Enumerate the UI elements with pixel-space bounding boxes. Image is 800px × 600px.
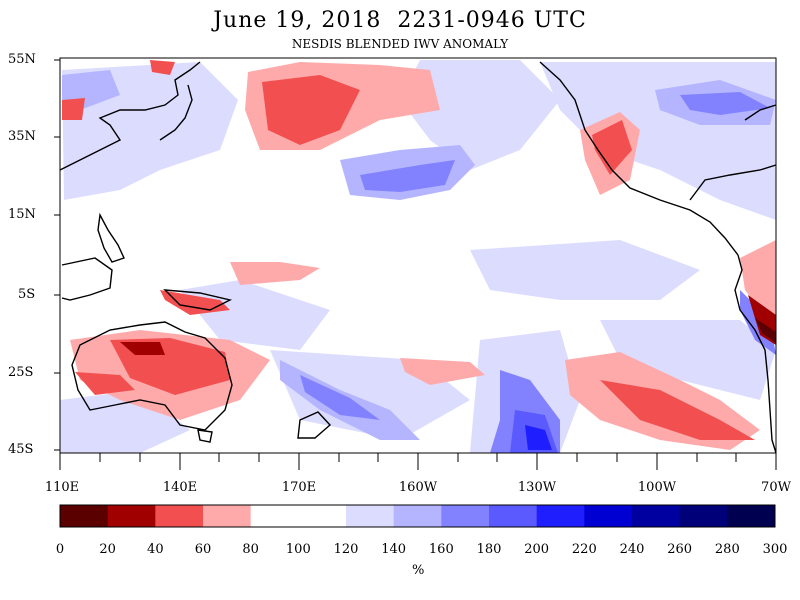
chart-subtitle: NESDIS BLENDED IWV ANOMALY — [291, 37, 509, 51]
colorbar-cell — [727, 505, 776, 527]
lat-label-15n: 15N — [8, 207, 36, 222]
tasmania-coastline — [197, 429, 213, 443]
lat-label-55n: 55N — [8, 52, 36, 67]
lon-label-100w: 100W — [637, 480, 677, 495]
colorbar-cell — [203, 505, 252, 527]
colorbar-tick-label: 180 — [476, 542, 502, 557]
new-zealand-coastline — [297, 411, 332, 439]
colorbar-tick-label: 300 — [762, 542, 788, 557]
colorbar-tick-label: 280 — [714, 542, 740, 557]
chart-title: June 19, 2018 2231-0946 UTC — [213, 8, 587, 33]
colorbar-tick-label: 20 — [99, 542, 116, 557]
colorbar-tick-label: 160 — [428, 542, 454, 557]
lat-label-45s: 45S — [8, 442, 34, 457]
coastlines — [59, 61, 777, 454]
gulf-coastline — [689, 164, 777, 201]
colorbar-tick-label: 80 — [242, 542, 259, 557]
lon-label-70w: 70W — [761, 480, 791, 495]
colorbar-cell — [250, 505, 299, 527]
colorbar-tick-label: 60 — [194, 542, 212, 557]
colorbar-tick-label: 260 — [667, 542, 693, 557]
colorbar-unit: % — [412, 563, 425, 578]
lon-ticks — [59, 453, 777, 470]
colorbar-tick-label: 200 — [524, 542, 550, 557]
lat-ticks — [54, 59, 60, 451]
east-coast — [744, 104, 777, 121]
lat-label-35n: 35N — [8, 129, 36, 144]
lon-label-170e: 170E — [281, 480, 317, 495]
colorbar-cell — [632, 505, 681, 527]
colorbar-cell — [298, 505, 347, 527]
dry-anomaly-fields — [62, 60, 776, 450]
lon-label-160w: 160W — [398, 480, 438, 495]
lon-label-110e: 110E — [44, 480, 80, 495]
new-guinea-coastline — [163, 289, 233, 311]
colorbar-frame — [59, 504, 776, 528]
colorbar-cell — [393, 505, 442, 527]
colorbar-cell — [107, 505, 156, 527]
philippines-coastline — [97, 212, 125, 263]
moist-anomaly-fields — [62, 70, 776, 453]
colorbar-cell — [60, 505, 109, 527]
colorbar — [60, 505, 776, 527]
australia-coastline — [71, 321, 233, 431]
colorbar-tick-label: 220 — [571, 542, 597, 557]
colorbar-cell — [441, 505, 490, 527]
north-america-coastline — [539, 61, 739, 256]
colorbar-tick-label: 120 — [333, 542, 359, 557]
asia-coastline — [59, 61, 201, 171]
colorbar-cell — [155, 505, 204, 527]
south-america-coastline — [734, 254, 777, 454]
colorbar-cell — [679, 505, 728, 527]
borneo-coastline — [61, 257, 113, 301]
colorbar-tick-label: 140 — [381, 542, 407, 557]
colorbar-cell — [489, 505, 538, 527]
lat-label-25s: 25S — [8, 365, 34, 380]
colorbar-tick-label: 0 — [55, 542, 65, 557]
colorbar-cell — [346, 505, 395, 527]
colorbar-cell — [584, 505, 633, 527]
lon-label-140e: 140E — [162, 480, 198, 495]
lat-label-5s: 5S — [18, 287, 36, 302]
colorbar-tick-label: 100 — [285, 542, 311, 557]
japan-coastline — [159, 84, 193, 141]
colorbar-cell — [536, 505, 585, 527]
colorbar-tick-label: 40 — [147, 542, 164, 557]
lon-label-130w: 130W — [517, 480, 557, 495]
colorbar-tick-label: 240 — [619, 542, 645, 557]
